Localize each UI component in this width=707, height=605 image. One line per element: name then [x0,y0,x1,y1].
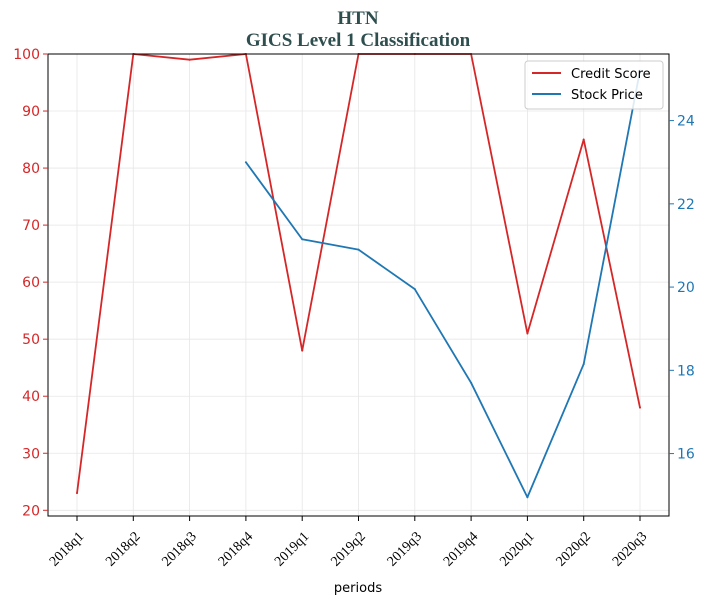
chart-subtitle: GICS Level 1 Classification [246,30,471,51]
y-right-tick-label: 24 [677,114,695,130]
y-left-tick-label: 100 [13,47,40,63]
x-tick-label: 2018q1 [47,529,87,569]
x-tick-label: 2020q1 [497,529,537,569]
data-point-stock-price [413,288,416,291]
data-point-stock-price [357,248,360,251]
y-left-tick-label: 40 [22,389,40,405]
data-point-stock-price [582,363,585,366]
legend-label-stock-price: Stock Price [571,88,643,103]
y-right-tick-label: 16 [677,447,695,463]
y-left-tick-label: 70 [22,218,40,234]
data-point-stock-price [470,381,473,384]
data-point-stock-price [526,496,529,499]
y-axis-right: 16 18 20 22 24 [669,114,695,463]
data-point-credit-score [76,492,78,495]
x-tick-label: 2019q3 [385,529,425,569]
x-tick-label: 2018q4 [216,529,256,569]
y-right-tick-label: 22 [677,197,695,213]
data-point-credit-score [301,349,304,352]
y-left-tick-label: 20 [22,503,40,519]
data-point-stock-price [244,161,247,164]
x-tick-label: 2018q2 [103,529,143,569]
y-axis-left: 20 30 40 50 60 70 80 90 100 [13,47,48,519]
data-point-credit-score [526,332,529,335]
data-point-credit-score [582,138,585,141]
series-line-stock-price [245,70,641,499]
data-point-credit-score [188,58,191,61]
grid [48,53,669,516]
data-point-stock-price [301,238,304,241]
y-left-tick-label: 50 [22,332,40,348]
chart-title: HTN [337,8,378,29]
legend: Credit Score Stock Price [524,60,664,110]
y-left-tick-label: 90 [22,104,40,120]
y-right-tick-label: 20 [677,280,695,296]
x-tick-label: 2019q2 [328,529,368,569]
y-right-tick-label: 18 [677,363,695,379]
data-point-credit-score [639,406,641,409]
x-axis: 2018q1 2018q2 2018q3 2018q4 2019q1 2019q2 2019… [47,516,650,570]
x-tick-label: 2020q3 [610,529,650,569]
x-axis-label: periods [334,581,382,596]
x-tick-label: 2020q2 [554,529,594,569]
y-left-tick-label: 30 [22,446,40,462]
y-left-tick-label: 60 [22,275,40,291]
x-tick-label: 2018q3 [160,529,200,569]
y-left-tick-label: 80 [22,161,40,177]
x-tick-label: 2019q1 [272,529,312,569]
legend-label-credit-score: Credit Score [571,67,651,82]
x-tick-label: 2019q4 [441,529,481,569]
